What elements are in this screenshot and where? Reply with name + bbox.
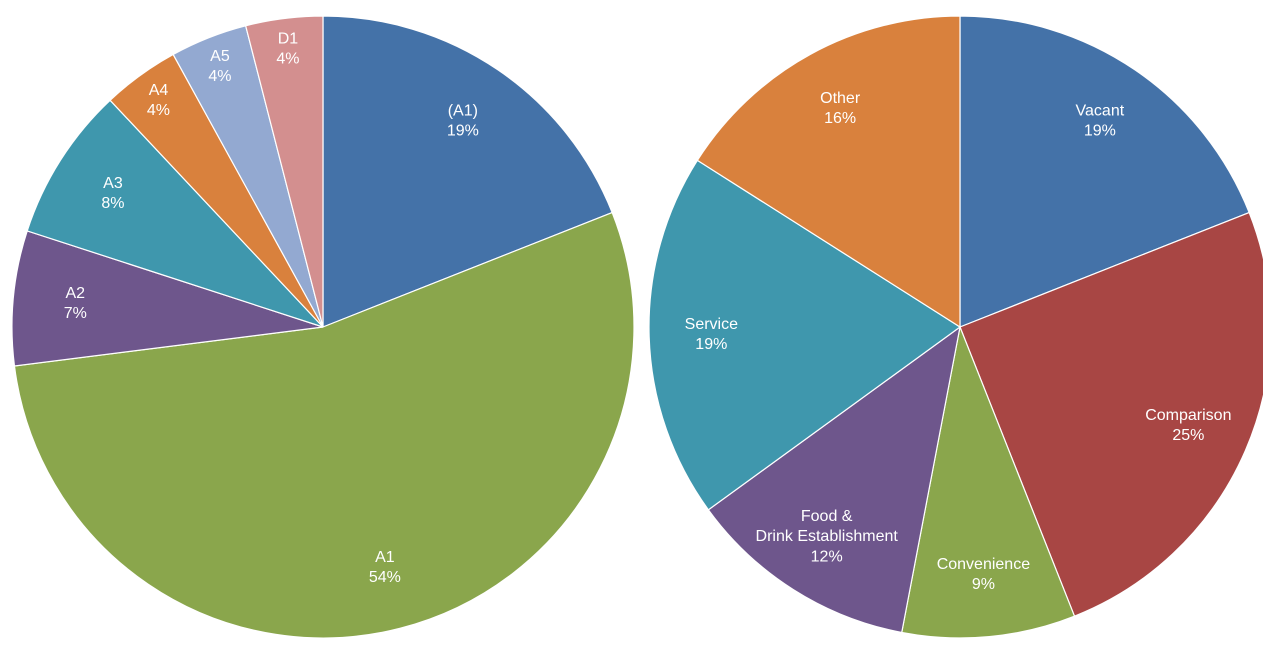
slice-label: A5 xyxy=(210,48,230,65)
slice-value-label: 4% xyxy=(208,68,231,85)
pie-slice xyxy=(322,15,613,328)
slice-value-label: 16% xyxy=(824,110,856,127)
pie-slice xyxy=(648,159,962,511)
slice-label-line: Food & xyxy=(801,508,853,525)
slice-label-line: Drink Establishment xyxy=(756,528,899,545)
pie-slice xyxy=(707,325,961,634)
pie-slice xyxy=(13,211,635,639)
slice-label: A3 xyxy=(103,175,123,192)
pie-slice xyxy=(244,15,324,328)
pie-slice xyxy=(11,230,324,367)
pie-slice xyxy=(959,211,1263,617)
slice-label: Other xyxy=(820,90,861,107)
pie-slice xyxy=(26,99,324,328)
slice-value-label: 12% xyxy=(811,548,843,565)
slice-label: (A1) xyxy=(448,102,478,119)
slice-label: Service xyxy=(685,316,738,333)
slice-value-label: 7% xyxy=(64,305,87,322)
pie-slice xyxy=(959,15,1250,328)
slice-label: A2 xyxy=(66,285,86,302)
pie xyxy=(11,15,635,639)
slice-value-label: 25% xyxy=(1172,427,1204,444)
slice-value-label: 19% xyxy=(695,336,727,353)
slice-value-label: 4% xyxy=(276,51,299,68)
pie-slice xyxy=(696,15,961,329)
slice-label: Food & Drink Establishment xyxy=(756,508,899,545)
slice-value-label: 4% xyxy=(147,102,170,119)
slice-value-label: 8% xyxy=(101,195,124,212)
slice-label: Comparison xyxy=(1145,407,1231,424)
slice-label: D1 xyxy=(278,31,299,48)
slice-label: Convenience xyxy=(937,556,1031,573)
slice-value-label: 19% xyxy=(447,122,479,139)
slice-value-label: 19% xyxy=(1084,122,1116,139)
pie xyxy=(648,15,1263,639)
slice-label: A1 xyxy=(375,549,395,566)
slice-label: Vacant xyxy=(1076,102,1125,119)
slice-label: A4 xyxy=(149,82,169,99)
slice-value-label: 9% xyxy=(972,576,995,593)
slice-value-label: 54% xyxy=(369,569,401,586)
pie-slice xyxy=(901,324,1076,639)
